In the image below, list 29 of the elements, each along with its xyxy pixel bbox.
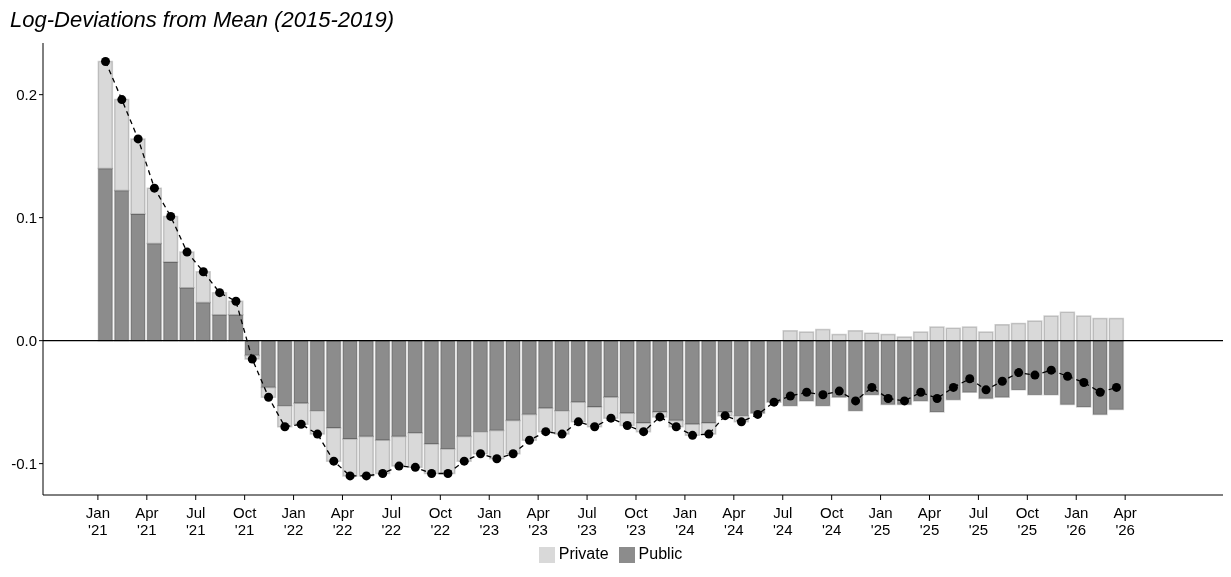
x-tick-label: Apr '22 [330,504,355,538]
x-tick-label: Jul '21 [185,504,206,538]
x-tick-label: Apr '26 [1113,504,1137,538]
chart-title: Log-Deviations from Mean (2015-2019) [9,7,395,34]
x-tick-label: Jul '22 [381,504,402,538]
x-tick-label: Apr '24 [722,504,746,538]
x-tick-label: Jan '25 [868,504,893,538]
x-tick-label: Jan '22 [281,504,306,538]
x-tick-label: Oct '25 [1015,504,1040,538]
x-tick-label: Jan '21 [85,504,110,538]
y-tick-label: 0.1 [16,208,37,226]
x-tick-label: Jan '26 [1064,504,1089,538]
legend-label: Public [638,545,683,562]
y-tick-label: 0.2 [16,85,37,103]
x-tick-label: Jul '25 [968,504,989,538]
legend-label: Private [558,545,609,562]
y-tick-label: 0.0 [16,331,37,349]
x-tick-label: Oct '24 [819,504,845,538]
y-tick-label: -0.1 [11,454,37,472]
x-tick-label: Apr '25 [917,504,942,538]
x-tick-label: Jan '24 [672,504,697,538]
x-tick-label: Jul '23 [577,504,597,538]
x-tick-label: Jan '23 [477,504,502,538]
x-tick-label: Jul '24 [772,504,793,538]
x-tick-label: Apr '21 [135,504,159,538]
x-tick-label: Oct '23 [624,504,649,538]
x-tick-label: Apr '23 [526,504,550,538]
x-tick-label: Oct '21 [232,504,258,538]
x-tick-label: Oct '22 [428,504,453,538]
